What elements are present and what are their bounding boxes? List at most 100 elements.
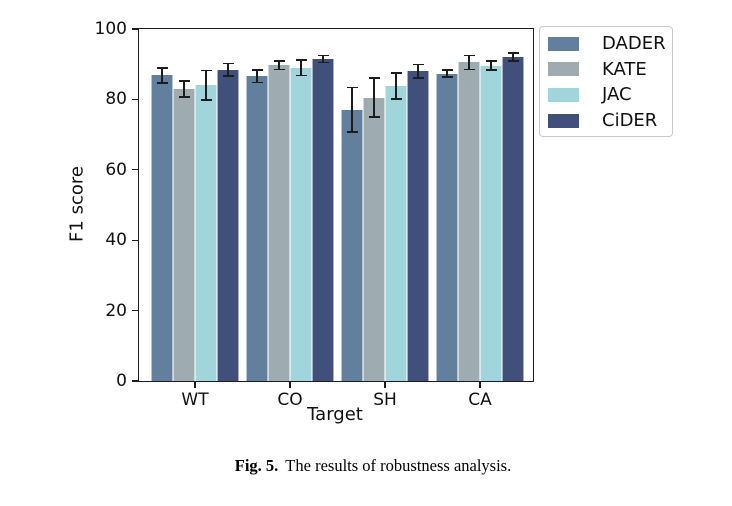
error-bar-cap-top bbox=[507, 52, 519, 54]
bar-kate-co bbox=[268, 65, 290, 381]
error-bar bbox=[417, 64, 419, 78]
error-bar-cap-bottom bbox=[251, 81, 263, 84]
error-bar bbox=[395, 73, 397, 100]
error-bar bbox=[300, 59, 302, 76]
error-bar-cap-bottom bbox=[412, 77, 424, 79]
error-bar bbox=[161, 68, 163, 83]
error-bar-cap-bottom bbox=[441, 76, 453, 79]
error-bar bbox=[512, 52, 514, 62]
error-bar bbox=[373, 77, 375, 118]
y-tick-mark bbox=[132, 98, 138, 101]
legend-entry-cider: CiDER bbox=[540, 108, 672, 134]
bar-jac-co bbox=[290, 67, 312, 381]
error-bar-cap-bottom bbox=[317, 61, 329, 64]
x-tick-mark bbox=[384, 382, 386, 388]
caption-label: Fig. 5. bbox=[234, 456, 279, 475]
error-bar bbox=[468, 55, 470, 70]
error-bar bbox=[256, 69, 258, 83]
error-bar-cap-bottom bbox=[507, 60, 519, 63]
x-tick-label: CA bbox=[468, 390, 492, 410]
legend-entry-jac: JAC bbox=[540, 82, 672, 108]
x-tick-label: CO bbox=[277, 390, 303, 410]
error-bar-cap-top bbox=[441, 69, 453, 72]
x-tick-mark bbox=[479, 382, 481, 388]
bar-kate-sh bbox=[363, 97, 385, 381]
error-bar-cap-top bbox=[178, 80, 190, 82]
legend-label-jac: JAC bbox=[602, 84, 632, 106]
y-tick-label: 20 bbox=[105, 300, 127, 321]
bar-jac-sh bbox=[385, 86, 407, 381]
y-tick-label: 0 bbox=[116, 371, 127, 391]
bar-dader-co bbox=[246, 76, 268, 381]
error-bar bbox=[183, 81, 185, 98]
error-bar-cap-bottom bbox=[463, 68, 475, 71]
y-tick-mark bbox=[132, 380, 138, 382]
error-bar-cap-bottom bbox=[222, 75, 234, 78]
y-tick-label: 40 bbox=[105, 230, 127, 251]
bar-kate-ca bbox=[458, 62, 480, 381]
error-bar bbox=[205, 70, 207, 101]
bar-dader-ca bbox=[436, 73, 458, 381]
bar-cider-sh bbox=[407, 71, 429, 381]
bar-cider-wt bbox=[217, 69, 239, 381]
error-bar-cap-bottom bbox=[156, 81, 168, 84]
error-bar-cap-top bbox=[222, 62, 234, 65]
x-tick-mark bbox=[194, 382, 196, 388]
error-bar-cap-bottom bbox=[295, 74, 307, 77]
legend-swatch-cider bbox=[548, 113, 579, 128]
legend-entry-dader: DADER bbox=[540, 31, 672, 57]
legend-swatch-dader bbox=[548, 36, 579, 51]
y-tick-label: 100 bbox=[94, 19, 127, 39]
bar-dader-wt bbox=[151, 75, 173, 381]
error-bar bbox=[446, 70, 448, 78]
error-bar bbox=[322, 55, 324, 63]
error-bar bbox=[227, 63, 229, 77]
bar-kate-wt bbox=[173, 89, 195, 381]
legend-entry-kate: KATE bbox=[540, 57, 672, 83]
y-tick-mark bbox=[132, 239, 138, 241]
error-bar-cap-top bbox=[156, 67, 168, 69]
legend-swatch-jac bbox=[548, 87, 579, 102]
error-bar-cap-bottom bbox=[390, 98, 402, 100]
bar-jac-ca bbox=[480, 65, 502, 381]
y-tick-mark bbox=[132, 309, 138, 312]
legend-label-cider: CiDER bbox=[602, 110, 658, 132]
legend-label-dader: DADER bbox=[602, 33, 666, 55]
error-bar-cap-top bbox=[346, 86, 358, 89]
bar-cider-co bbox=[312, 58, 334, 381]
error-bar-cap-top bbox=[317, 54, 329, 57]
y-axis-title: F1 score bbox=[66, 166, 88, 242]
error-bar-cap-bottom bbox=[273, 68, 285, 71]
plot-area: 0 20 40 60 80 100 WT CO SH CA bbox=[95, 19, 534, 410]
legend-label-kate: KATE bbox=[602, 58, 647, 80]
figure-caption: Fig. 5. The results of robustness analysi… bbox=[14, 456, 732, 476]
error-bar bbox=[490, 61, 492, 71]
error-bar-cap-top bbox=[412, 63, 424, 66]
x-tick-label: WT bbox=[181, 390, 209, 410]
bar-dader-sh bbox=[341, 109, 363, 381]
y-tick-mark bbox=[132, 28, 138, 30]
x-tick-mark bbox=[289, 382, 291, 388]
legend-swatch-kate bbox=[548, 62, 579, 77]
error-bar-cap-top bbox=[295, 59, 307, 61]
error-bar-cap-bottom bbox=[368, 116, 380, 119]
caption-text: The results of robustness analysis. bbox=[285, 456, 512, 475]
error-bar-cap-top bbox=[485, 60, 497, 62]
error-bar-cap-top bbox=[390, 72, 402, 74]
error-bar bbox=[351, 87, 353, 132]
error-bar-cap-top bbox=[463, 54, 475, 57]
error-bar-cap-top bbox=[251, 68, 263, 71]
error-bar-cap-top bbox=[200, 69, 212, 72]
error-bar-cap-bottom bbox=[346, 130, 358, 133]
bar-jac-wt bbox=[195, 85, 217, 381]
y-tick-label: 60 bbox=[105, 159, 127, 180]
error-bar-cap-top bbox=[273, 60, 285, 62]
x-axis-title: Target bbox=[307, 404, 363, 425]
y-tick-label: 80 bbox=[105, 89, 127, 110]
error-bar-cap-bottom bbox=[178, 96, 190, 99]
bar-cider-ca bbox=[502, 57, 524, 381]
x-tick-label: SH bbox=[373, 390, 397, 410]
error-bar-cap-top bbox=[368, 77, 380, 79]
legend: DADER KATE JAC CiDER bbox=[539, 26, 673, 137]
